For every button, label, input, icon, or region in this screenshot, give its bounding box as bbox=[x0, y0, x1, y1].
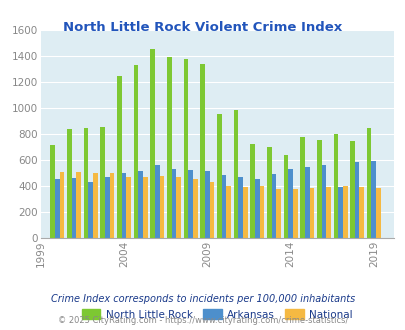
Bar bbox=[358, 187, 363, 238]
Bar bbox=[221, 175, 226, 238]
Bar bbox=[60, 172, 64, 238]
Bar bbox=[259, 185, 264, 238]
Bar bbox=[371, 161, 375, 238]
Bar bbox=[76, 172, 81, 238]
Bar bbox=[209, 182, 214, 238]
Bar bbox=[216, 114, 221, 238]
Bar bbox=[304, 167, 309, 238]
Bar bbox=[242, 187, 247, 238]
Bar bbox=[104, 177, 109, 238]
Bar bbox=[292, 189, 297, 238]
Bar bbox=[121, 173, 126, 238]
Text: © 2025 CityRating.com - https://www.cityrating.com/crime-statistics/: © 2025 CityRating.com - https://www.city… bbox=[58, 316, 347, 325]
Bar bbox=[109, 173, 114, 238]
Bar bbox=[238, 177, 242, 238]
Legend: North Little Rock, Arkansas, National: North Little Rock, Arkansas, National bbox=[77, 305, 356, 324]
Bar bbox=[126, 177, 130, 238]
Bar bbox=[176, 177, 181, 238]
Bar bbox=[283, 155, 288, 238]
Bar bbox=[50, 145, 55, 238]
Bar bbox=[271, 174, 275, 238]
Bar bbox=[100, 126, 104, 238]
Text: North Little Rock Violent Crime Index: North Little Rock Violent Crime Index bbox=[63, 21, 342, 34]
Bar bbox=[117, 76, 121, 238]
Bar bbox=[233, 110, 238, 238]
Text: Crime Index corresponds to incidents per 100,000 inhabitants: Crime Index corresponds to incidents per… bbox=[51, 294, 354, 304]
Bar bbox=[275, 189, 280, 238]
Bar bbox=[67, 129, 71, 238]
Bar bbox=[133, 65, 138, 238]
Bar bbox=[333, 134, 337, 238]
Bar bbox=[55, 179, 60, 238]
Bar bbox=[349, 141, 354, 238]
Bar bbox=[266, 147, 271, 238]
Bar bbox=[226, 185, 230, 238]
Bar bbox=[143, 177, 147, 238]
Bar bbox=[171, 169, 176, 238]
Bar bbox=[155, 165, 159, 238]
Bar bbox=[316, 140, 321, 238]
Bar bbox=[321, 165, 325, 238]
Bar bbox=[309, 187, 313, 238]
Bar bbox=[366, 128, 371, 238]
Bar bbox=[288, 169, 292, 238]
Bar bbox=[83, 128, 88, 238]
Bar bbox=[354, 162, 358, 238]
Bar bbox=[200, 64, 205, 238]
Bar bbox=[254, 179, 259, 238]
Bar bbox=[249, 144, 254, 238]
Bar bbox=[337, 187, 342, 238]
Bar bbox=[188, 170, 192, 238]
Bar bbox=[88, 182, 93, 238]
Bar bbox=[299, 137, 304, 238]
Bar bbox=[192, 179, 197, 238]
Bar bbox=[138, 171, 143, 238]
Bar bbox=[159, 176, 164, 238]
Bar bbox=[93, 173, 97, 238]
Bar bbox=[342, 186, 347, 238]
Bar bbox=[71, 179, 76, 238]
Bar bbox=[325, 187, 330, 238]
Bar bbox=[150, 49, 155, 238]
Bar bbox=[183, 59, 188, 238]
Bar bbox=[205, 171, 209, 238]
Bar bbox=[375, 188, 380, 238]
Bar bbox=[166, 57, 171, 238]
